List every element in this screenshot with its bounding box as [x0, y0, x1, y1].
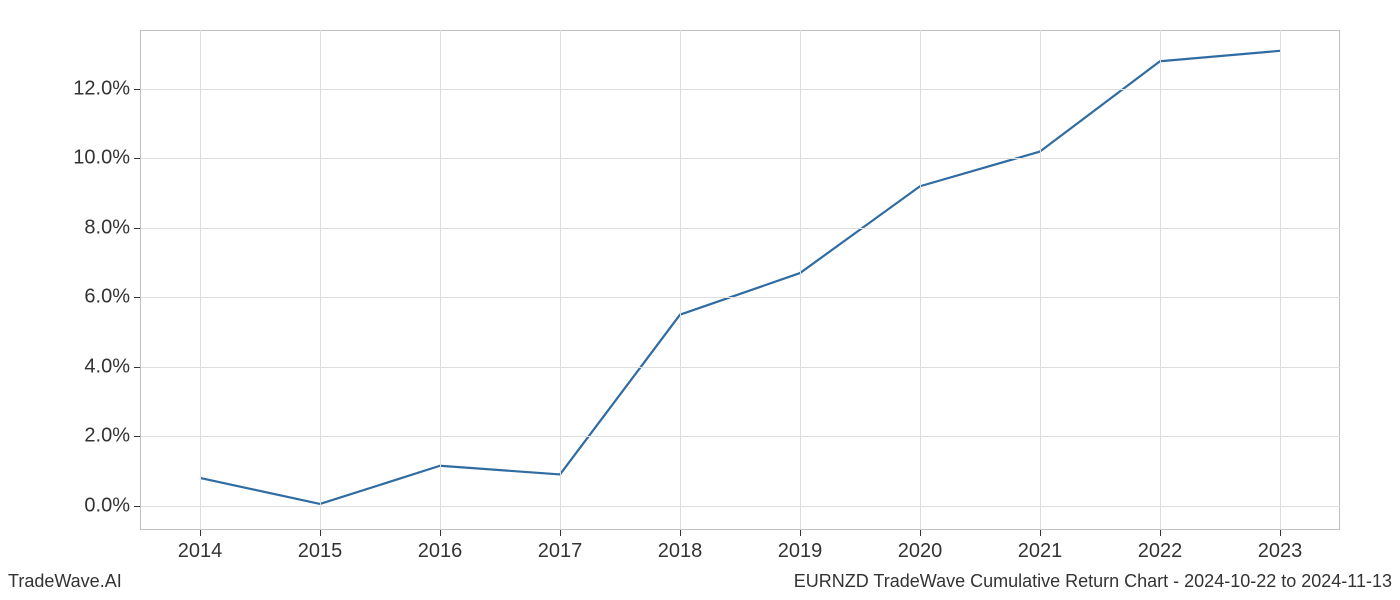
y-tick-label: 10.0%	[73, 147, 130, 170]
y-tick-label: 6.0%	[84, 286, 130, 309]
x-tick-label: 2022	[1138, 540, 1183, 563]
y-tick-label: 8.0%	[84, 216, 130, 239]
x-tick-label: 2017	[538, 540, 583, 563]
grid-line-vertical	[1040, 30, 1041, 530]
grid-line-vertical	[800, 30, 801, 530]
x-tick-label: 2015	[298, 540, 343, 563]
y-tick-label: 4.0%	[84, 355, 130, 378]
x-tick-mark	[440, 530, 441, 536]
grid-line-vertical	[200, 30, 201, 530]
x-tick-label: 2018	[658, 540, 703, 563]
y-tick-label: 12.0%	[73, 78, 130, 101]
x-tick-label: 2016	[418, 540, 463, 563]
x-tick-mark	[560, 530, 561, 536]
grid-line-vertical	[680, 30, 681, 530]
x-tick-label: 2021	[1018, 540, 1063, 563]
x-tick-label: 2023	[1258, 540, 1303, 563]
x-tick-mark	[320, 530, 321, 536]
y-tick-label: 0.0%	[84, 494, 130, 517]
grid-line-vertical	[560, 30, 561, 530]
grid-line-vertical	[1160, 30, 1161, 530]
axis-spine-left	[140, 30, 141, 530]
y-tick-label: 2.0%	[84, 425, 130, 448]
grid-line-vertical	[440, 30, 441, 530]
x-tick-mark	[1040, 530, 1041, 536]
grid-line-vertical	[320, 30, 321, 530]
chart-plot-area	[140, 30, 1340, 530]
grid-line-vertical	[1280, 30, 1281, 530]
x-tick-mark	[680, 530, 681, 536]
x-tick-label: 2019	[778, 540, 823, 563]
x-tick-mark	[800, 530, 801, 536]
x-tick-label: 2020	[898, 540, 943, 563]
footer-right-text: EURNZD TradeWave Cumulative Return Chart…	[794, 571, 1392, 592]
x-tick-mark	[1280, 530, 1281, 536]
x-tick-mark	[200, 530, 201, 536]
footer-left-text: TradeWave.AI	[8, 571, 122, 592]
x-tick-label: 2014	[178, 540, 223, 563]
axis-spine-bottom	[140, 529, 1340, 530]
grid-line-vertical	[920, 30, 921, 530]
x-tick-mark	[920, 530, 921, 536]
x-tick-mark	[1160, 530, 1161, 536]
